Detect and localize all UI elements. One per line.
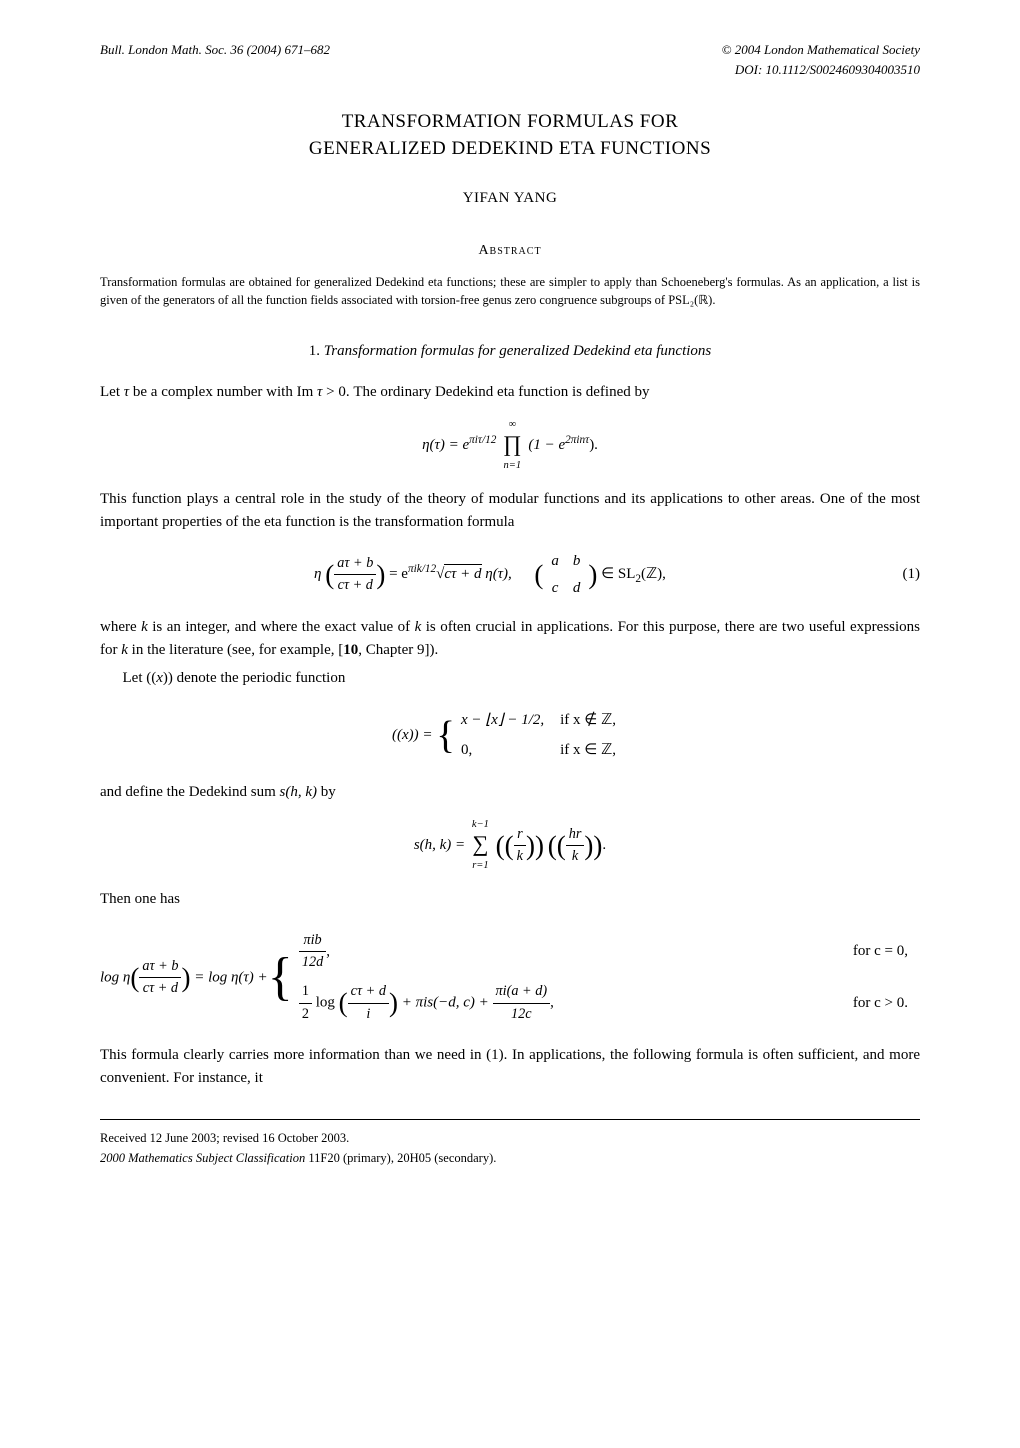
title-line-2: GENERALIZED DEDEKIND ETA FUNCTIONS [309, 138, 711, 159]
copyright: © 2004 London Mathematical Society [722, 42, 920, 57]
doi: DOI: 10.1112/S0024609304003510 [735, 62, 920, 77]
para-1: Let τ be a complex number with Im τ > 0.… [100, 381, 920, 404]
footer: Received 12 June 2003; revised 16 Octobe… [100, 1128, 920, 1168]
section-1-heading: 1. Transformation formulas for generaliz… [100, 340, 920, 363]
eq-log-eta: log η(aτ + bcτ + d) = log η(τ) + { πib12… [100, 925, 920, 1031]
msc: 2000 Mathematics Subject Classification … [100, 1148, 920, 1168]
para-7: This formula clearly carries more inform… [100, 1044, 920, 1089]
para-6: Then one has [100, 888, 920, 911]
footer-rule [100, 1119, 920, 1120]
journal-ref: Bull. London Math. Soc. 36 (2004) 671–68… [100, 40, 330, 79]
sum-symbol: k−1 ∑ r=1 [472, 817, 489, 874]
abstract-text: Transformation formulas are obtained for… [100, 273, 920, 311]
eq-eta-def: η(τ) = eπiτ/12 ∞ ∏ n=1 (1 − e2πinτ). [100, 417, 920, 474]
eq-dedekind-sum: s(h, k) = k−1 ∑ r=1 ((rk)) ((hrk)). [100, 817, 920, 874]
section-number: 1. [309, 343, 320, 359]
eq-sawtooth: ((x)) = { x − ⌊x⌋ − 1/2,if x ∉ ℤ, 0,if x… [100, 704, 920, 767]
paper-title: TRANSFORMATION FORMULAS FOR GENERALIZED … [100, 109, 920, 162]
abstract-heading: Abstract [100, 240, 920, 261]
title-line-1: TRANSFORMATION FORMULAS FOR [342, 111, 679, 132]
section-title: Transformation formulas for generalized … [324, 343, 712, 359]
para-3: where k is an integer, and where the exa… [100, 616, 920, 661]
eq-transformation: η (aτ + bcτ + d) = eπik/12√cτ + d η(τ), … [100, 547, 920, 602]
eq-number: (1) [880, 563, 920, 586]
product-symbol: ∞ ∏ n=1 [503, 417, 522, 474]
copyright-doi: © 2004 London Mathematical Society DOI: … [722, 40, 920, 79]
para-2: This function plays a central role in th… [100, 488, 920, 533]
author: YIFAN YANG [100, 187, 920, 210]
para-4: Let ((x)) denote the periodic function [100, 667, 920, 690]
journal-header: Bull. London Math. Soc. 36 (2004) 671–68… [100, 40, 920, 79]
para-5: and define the Dedekind sum s(h, k) by [100, 781, 920, 804]
received-date: Received 12 June 2003; revised 16 Octobe… [100, 1128, 920, 1148]
